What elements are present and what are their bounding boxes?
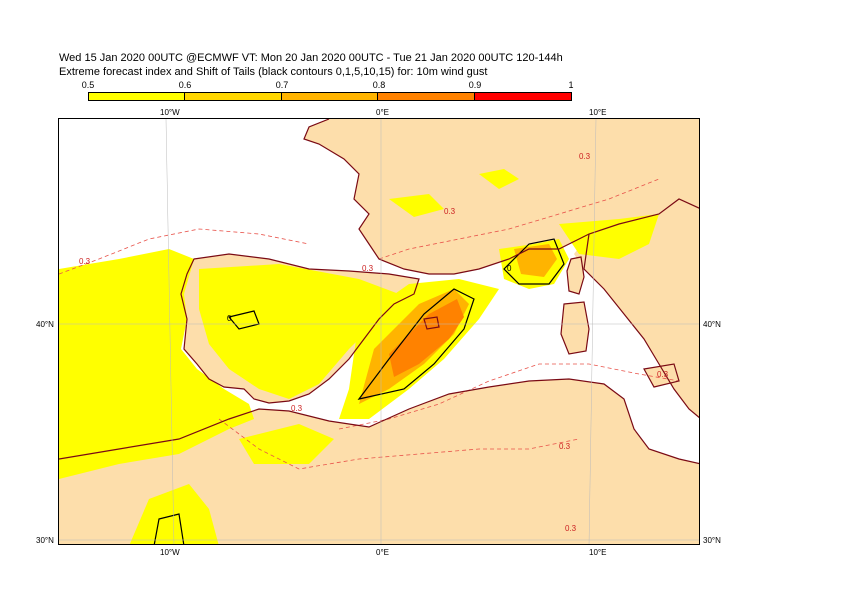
- efi-france-center: [389, 194, 444, 217]
- efi-north-italy: [559, 214, 659, 259]
- legend-tick-6: 1: [568, 80, 574, 90]
- legend-tick-3: 0.7: [275, 80, 289, 90]
- axis-right-30n: 30°N: [703, 536, 721, 545]
- sot-label-portugal: 0: [227, 314, 232, 323]
- coast-north-africa: [59, 378, 699, 465]
- dashed-contour-atlantic: [59, 228, 310, 275]
- coast-europe-north: [303, 119, 699, 275]
- sot-label-lion: 0: [507, 264, 512, 273]
- sot-contour-lion: [503, 238, 565, 285]
- axis-left-40n: 40°N: [36, 320, 54, 329]
- dashed-contour-north: [378, 178, 660, 260]
- efi-03-contours: [59, 178, 680, 470]
- coast-italy: [583, 233, 699, 419]
- coast-iberia: [180, 253, 420, 404]
- meridian-10w: [165, 119, 175, 544]
- sot-labels: 0 0: [227, 264, 512, 323]
- land-europe-north: [304, 119, 699, 274]
- efi-africa-center: [239, 424, 334, 464]
- land-corsica: [567, 257, 584, 294]
- efi-map: 0.3 0.3 0.3 0.3 0.3 0.3 0.3 0.3 0 0: [59, 119, 699, 544]
- label-03-north: 0.3: [579, 152, 591, 161]
- axis-top-10e: 10°E: [589, 108, 607, 117]
- label-03-south: 0.3: [565, 524, 577, 533]
- efi-atlantic: [59, 249, 254, 479]
- efi-gulf-lion-mid: [514, 244, 557, 277]
- axis-bottom-10w: 10°W: [160, 548, 180, 557]
- coastlines: [59, 119, 699, 465]
- axis-right-40n: 40°N: [703, 320, 721, 329]
- land-sicily: [644, 364, 679, 387]
- color-legend-bar: [88, 92, 572, 101]
- efi-alps: [479, 169, 519, 189]
- label-03-sardinia: 0.3: [657, 370, 669, 379]
- axis-left-30n: 30°N: [36, 536, 54, 545]
- label-03-spain: 0.3: [362, 264, 374, 273]
- coast-sicily: [643, 363, 680, 388]
- legend-tick-5: 0.9: [468, 80, 482, 90]
- axis-top-10w: 10°W: [160, 108, 180, 117]
- land-north-africa: [59, 379, 699, 544]
- efi-africa-west: [129, 484, 219, 544]
- axis-top-0e: 0°E: [376, 108, 389, 117]
- efi-spain-east-high: [389, 299, 464, 377]
- legend-swatch-5: [474, 93, 571, 100]
- legend-tick-1: 0.5: [81, 80, 95, 90]
- dashed-contour-africa: [218, 418, 580, 470]
- legend-swatch-3: [281, 93, 379, 100]
- legend-swatch-2: [185, 93, 282, 100]
- coast-sardinia: [560, 301, 590, 355]
- title-line-2: Extreme forecast index and Shift of Tail…: [59, 66, 488, 78]
- land-sardinia: [561, 302, 589, 354]
- contour-labels: 0.3 0.3 0.3 0.3 0.3 0.3 0.3 0.3: [79, 152, 669, 533]
- coast-mallorca: [423, 316, 440, 330]
- legend-tick-2: 0.6: [178, 80, 192, 90]
- legend-swatch-4: [378, 93, 475, 100]
- graticule: [59, 119, 699, 544]
- title-line-1: Wed 15 Jan 2020 00UTC @ECMWF VT: Mon 20 …: [59, 52, 563, 64]
- sot-contour-africa: [153, 513, 185, 544]
- label-03-med: 0.3: [291, 404, 303, 413]
- coast-corsica: [566, 256, 585, 295]
- dashed-contour-med: [338, 363, 680, 430]
- map-panel: 0.3 0.3 0.3 0.3 0.3 0.3 0.3 0.3 0 0: [58, 118, 700, 545]
- axis-bottom-10e: 10°E: [589, 548, 607, 557]
- legend-swatch-1: [89, 93, 186, 100]
- label-03-alps: 0.3: [444, 207, 456, 216]
- efi-iberia-interior: [199, 264, 399, 399]
- label-03-atlantic: 0.3: [79, 257, 91, 266]
- sot-contour-spain: [357, 288, 475, 400]
- efi-shading: [59, 169, 659, 544]
- axis-bottom-0e: 0°E: [376, 548, 389, 557]
- meridian-10e: [588, 119, 597, 544]
- legend-tick-4: 0.8: [372, 80, 386, 90]
- label-03-africa: 0.3: [559, 442, 571, 451]
